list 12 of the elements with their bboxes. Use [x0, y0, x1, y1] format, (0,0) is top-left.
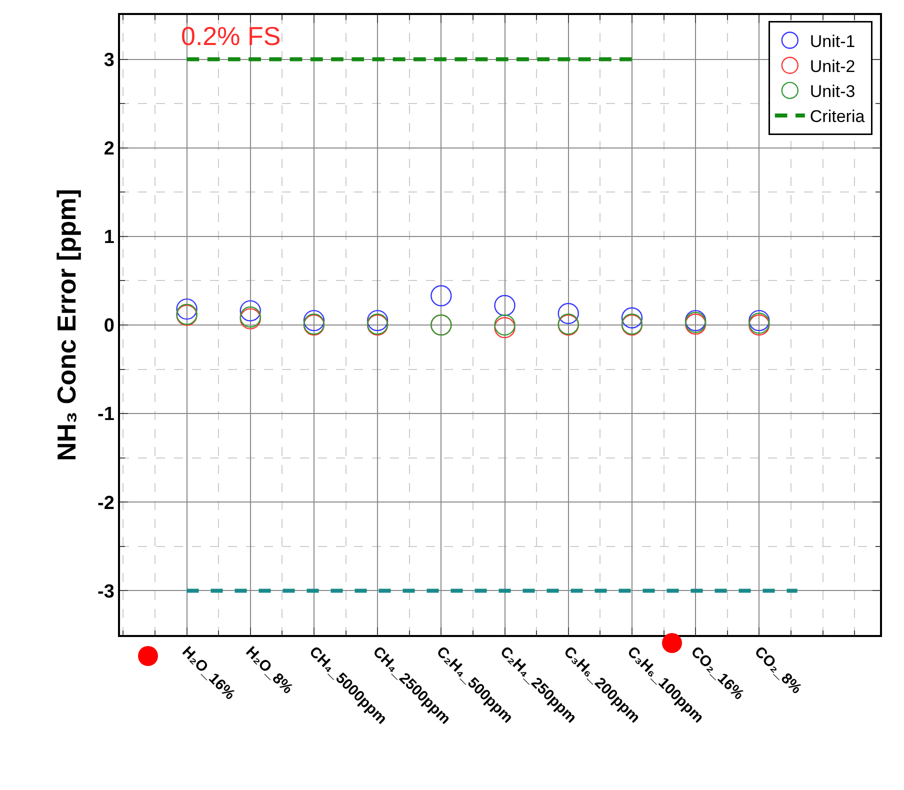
legend-label: Unit-3 [810, 82, 856, 102]
y-tick-label: 2 [104, 138, 114, 160]
y-tick-label: -3 [98, 581, 114, 602]
y-tick-label: 0 [104, 316, 114, 337]
y-tick-label: -1 [98, 404, 115, 426]
y-tick-label: 1 [104, 227, 115, 248]
legend-label: Criteria [810, 107, 866, 126]
y-tick-label: 3 [104, 50, 114, 71]
legend-label: Unit-1 [810, 32, 856, 51]
y-tick-label: -2 [98, 492, 114, 514]
y-axis-title: NH₃ Conc Error [ppm] [51, 188, 82, 462]
legend-label: Unit-2 [810, 56, 856, 76]
